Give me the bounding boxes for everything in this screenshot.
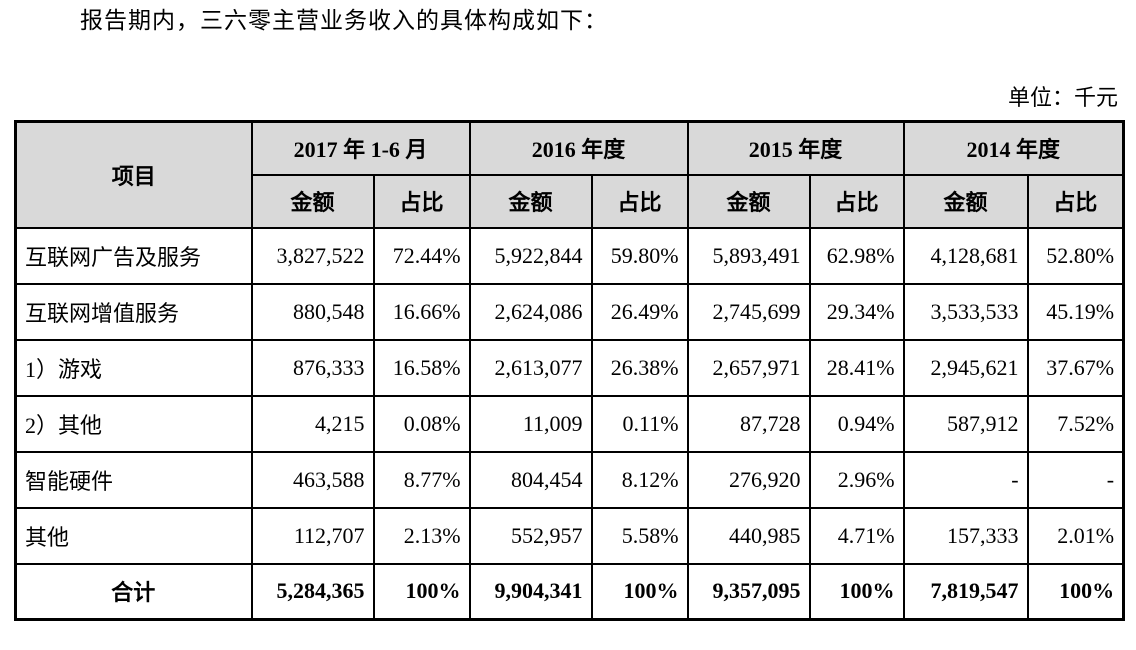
amount-cell: 87,728 <box>686 394 811 453</box>
amount-header-cell: 金额 <box>902 173 1029 229</box>
table-row-games-other: 2）其他 4,215 0.08% 11,009 0.11% 87,728 0.9… <box>14 394 1125 453</box>
ratio-header-cell: 占比 <box>808 173 905 229</box>
ratio-cell: 28.41% <box>808 338 905 397</box>
total-amount-cell: 9,357,095 <box>686 562 811 621</box>
item-header-cell: 项目 <box>14 120 253 229</box>
period-header-2015: 2015 年度 <box>686 120 905 176</box>
intro-text: 报告期内，三六零主营业务收入的具体构成如下： <box>80 8 608 33</box>
table-row-games: 1）游戏 876,333 16.58% 2,613,077 26.38% 2,6… <box>14 338 1125 397</box>
period-header-2017: 2017 年 1-6 月 <box>250 120 471 176</box>
amount-cell: 11,009 <box>468 394 593 453</box>
amount-cell: 157,333 <box>902 506 1029 565</box>
ratio-cell: 45.19% <box>1026 282 1125 341</box>
amount-cell: 112,707 <box>250 506 375 565</box>
ratio-cell: 5.58% <box>590 506 689 565</box>
ratio-cell: - <box>1026 450 1125 509</box>
amount-cell: 4,128,681 <box>902 226 1029 285</box>
amount-cell: 804,454 <box>468 450 593 509</box>
ratio-header-cell: 占比 <box>590 173 689 229</box>
amount-cell: 2,745,699 <box>686 282 811 341</box>
header-row-periods: 项目 2017 年 1-6 月 2016 年度 2015 年度 2014 年度 <box>14 120 1125 229</box>
ratio-cell: 7.52% <box>1026 394 1125 453</box>
amount-header-cell: 金额 <box>468 173 593 229</box>
total-amount-cell: 5,284,365 <box>250 562 375 621</box>
ratio-cell: 37.67% <box>1026 338 1125 397</box>
ratio-cell: 0.08% <box>372 394 471 453</box>
ratio-cell: 16.58% <box>372 338 471 397</box>
ratio-cell: 26.38% <box>590 338 689 397</box>
revenue-composition-table: 项目 2017 年 1-6 月 2016 年度 2015 年度 2014 年度 … <box>14 119 1126 621</box>
document-page: { "intro": "报告期内，三六零主营业务收入的具体构成如下：", "un… <box>0 6 1136 650</box>
amount-header-cell: 金额 <box>686 173 811 229</box>
ratio-cell: 16.66% <box>372 282 471 341</box>
unit-label: 单位：千元 <box>1007 84 1118 110</box>
amount-cell: 4,215 <box>250 394 375 453</box>
table-row-value-added-services: 互联网增值服务 880,548 16.66% 2,624,086 26.49% … <box>14 282 1125 341</box>
ratio-cell: 8.77% <box>372 450 471 509</box>
ratio-cell: 29.34% <box>808 282 905 341</box>
total-amount-cell: 7,819,547 <box>902 562 1029 621</box>
table-row-total: 合计 5,284,365 100% 9,904,341 100% 9,357,0… <box>14 562 1125 621</box>
amount-cell: 5,922,844 <box>468 226 593 285</box>
header-row-subcolumns: 金额 占比 金额 占比 金额 占比 金额 占比 <box>16 173 1125 229</box>
row-label-cell: 1）游戏 <box>14 338 253 397</box>
ratio-cell: 8.12% <box>590 450 689 509</box>
amount-cell: 880,548 <box>250 282 375 341</box>
ratio-cell: 4.71% <box>808 506 905 565</box>
ratio-cell: 72.44% <box>372 226 471 285</box>
row-label-cell: 互联网增值服务 <box>14 282 253 341</box>
amount-cell: 2,624,086 <box>468 282 593 341</box>
amount-cell: 276,920 <box>686 450 811 509</box>
row-label-cell: 其他 <box>14 506 253 565</box>
total-ratio-cell: 100% <box>1026 562 1125 621</box>
row-label-cell: 智能硬件 <box>14 450 253 509</box>
amount-header-cell: 金额 <box>250 173 375 229</box>
amount-cell: 2,613,077 <box>468 338 593 397</box>
total-ratio-cell: 100% <box>590 562 689 621</box>
ratio-cell: 52.80% <box>1026 226 1125 285</box>
amount-cell: - <box>902 450 1029 509</box>
ratio-header-cell: 占比 <box>1026 173 1125 229</box>
ratio-cell: 0.94% <box>808 394 905 453</box>
amount-cell: 587,912 <box>902 394 1029 453</box>
row-label-cell: 2）其他 <box>14 394 253 453</box>
period-header-2014: 2014 年度 <box>902 120 1125 176</box>
total-ratio-cell: 100% <box>372 562 471 621</box>
amount-cell: 3,533,533 <box>902 282 1029 341</box>
ratio-cell: 62.98% <box>808 226 905 285</box>
amount-cell: 876,333 <box>250 338 375 397</box>
total-amount-cell: 9,904,341 <box>468 562 593 621</box>
ratio-cell: 0.11% <box>590 394 689 453</box>
amount-cell: 2,945,621 <box>902 338 1029 397</box>
table-row-smart-hardware: 智能硬件 463,588 8.77% 804,454 8.12% 276,920… <box>14 450 1125 509</box>
table-row-other: 其他 112,707 2.13% 552,957 5.58% 440,985 4… <box>14 506 1125 565</box>
ratio-cell: 2.13% <box>372 506 471 565</box>
ratio-cell: 59.80% <box>590 226 689 285</box>
amount-cell: 2,657,971 <box>686 338 811 397</box>
amount-cell: 463,588 <box>250 450 375 509</box>
amount-cell: 440,985 <box>686 506 811 565</box>
amount-cell: 5,893,491 <box>686 226 811 285</box>
table-row-internet-ads: 互联网广告及服务 3,827,522 72.44% 5,922,844 59.8… <box>14 226 1125 285</box>
ratio-cell: 2.96% <box>808 450 905 509</box>
total-label-cell: 合计 <box>14 562 253 621</box>
period-header-2016: 2016 年度 <box>468 120 689 176</box>
row-label-cell: 互联网广告及服务 <box>14 226 253 285</box>
ratio-cell: 2.01% <box>1026 506 1125 565</box>
ratio-cell: 26.49% <box>590 282 689 341</box>
total-ratio-cell: 100% <box>808 562 905 621</box>
amount-cell: 552,957 <box>468 506 593 565</box>
amount-cell: 3,827,522 <box>250 226 375 285</box>
ratio-header-cell: 占比 <box>372 173 471 229</box>
